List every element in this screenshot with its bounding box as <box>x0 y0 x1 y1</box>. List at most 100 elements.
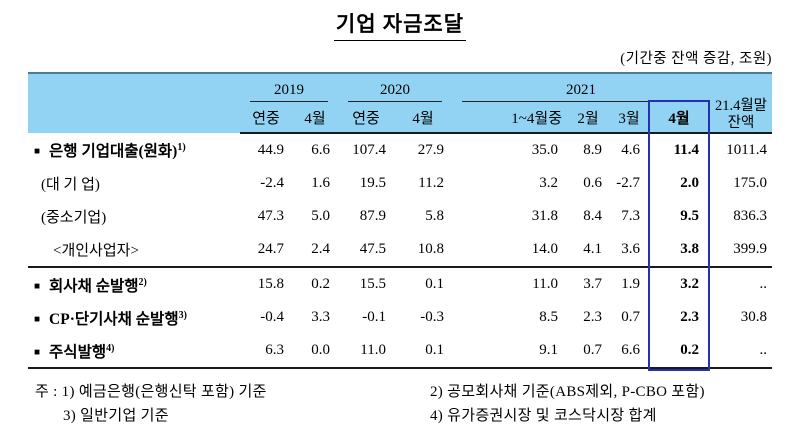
table-header: 2019 2020 2021 21.4월말 잔액 연중 4월 <box>28 72 772 134</box>
value-cell: 6.6 <box>311 142 330 158</box>
row-label-corporate-bonds: ■ 회사채 순발행2) <box>28 266 240 301</box>
value-cell: 14.0 <box>531 241 558 257</box>
value-cell-highlighted: 3.8 <box>680 241 699 257</box>
value-cell: 0.6 <box>583 175 602 191</box>
value-cell: 47.3 <box>257 208 284 224</box>
value-cell: 27.9 <box>417 142 444 158</box>
table-row-cp-short-term: ■ CP·단기사채 순발행3) -0.4 3.3 -0.1 -0.3 8.5 2.… <box>28 301 772 334</box>
value-cell: 19.5 <box>359 175 386 191</box>
footnotes: 주 : 1) 예금은행(은행신탁 포함) 기준 2) 공모회사채 기준(ABS제… <box>35 380 772 425</box>
value-cell: 87.9 <box>359 208 386 224</box>
value-cell: 44.9 <box>257 142 284 158</box>
value-cell: 4.1 <box>583 241 602 257</box>
value-cell-highlighted: 3.2 <box>648 266 710 301</box>
square-bullet-icon: ■ <box>34 146 41 157</box>
value-cell: 15.8 <box>240 266 292 301</box>
table-body: ■ 은행 기업대출(원화)1) 44.9 6.6 107.4 27.9 35.0 … <box>28 133 772 369</box>
value-cell: -0.4 <box>260 309 284 325</box>
value-cell: 5.8 <box>425 208 444 224</box>
balance-cell: .. <box>710 266 772 301</box>
footnote-2: 2) 공모회사채 기준(ABS제외, P-CBO 포함) <box>430 384 705 400</box>
value-cell: 3.2 <box>539 175 558 191</box>
row-label-text: 은행 기업대출(원화) <box>49 143 178 160</box>
value-cell: 0.1 <box>394 266 452 301</box>
unit-note: (기간중 잔액 증감, 조원) <box>620 51 772 67</box>
table-row-bank-loans: ■ 은행 기업대출(원화)1) 44.9 6.6 107.4 27.9 35.0 … <box>28 133 772 167</box>
row-label-cp-short-term: ■ CP·단기사채 순발행3) <box>28 301 240 334</box>
value-cell: -0.3 <box>420 309 444 325</box>
row-label-text: CP·단기사채 순발행 <box>49 310 179 328</box>
value-cell: 3.6 <box>621 241 640 257</box>
header-corner-cell <box>28 72 240 133</box>
value-cell: 31.8 <box>531 208 558 224</box>
table-row-equity-issuance: ■ 주식발행4) 6.3 0.0 11.0 0.1 9.1 0.7 6.6 0.2… <box>28 334 772 369</box>
value-cell: 0.2 <box>292 266 338 301</box>
value-cell: 9.1 <box>452 334 566 369</box>
footnote-ref-1: 1) <box>177 141 186 153</box>
table-row-sme: (중소기업) 47.3 5.0 87.9 5.8 31.8 8.4 7.3 9.… <box>28 200 772 233</box>
header-2021-jan-apr: 1~4월중 <box>452 102 566 134</box>
balance-cell: 30.8 <box>740 309 767 325</box>
value-cell: -2.7 <box>616 175 640 191</box>
header-group-2021-label: 2021 <box>462 82 700 102</box>
value-cell: 4.6 <box>621 142 640 158</box>
value-cell-highlighted: 0.2 <box>648 334 710 369</box>
value-cell: 5.0 <box>311 208 330 224</box>
balance-cell: 836.3 <box>733 208 767 224</box>
header-group-row: 2019 2020 2021 21.4월말 잔액 <box>28 72 772 134</box>
square-bullet-icon: ■ <box>34 313 41 325</box>
footnote-3: 3) 일반기업 기준 <box>63 408 169 424</box>
header-2021-mar: 3월 <box>610 102 648 134</box>
row-label-text: 주식발행 <box>49 343 107 361</box>
row-label-sme: (중소기업) <box>28 200 240 233</box>
value-cell-highlighted: 2.0 <box>680 175 699 191</box>
header-2019-yearly: 연중 <box>240 102 292 134</box>
footnote-4: 4) 유가증권시장 및 코스닥시장 합계 <box>430 408 657 424</box>
footnote-ref-4: 4) <box>106 342 115 354</box>
value-cell: 1.6 <box>311 175 330 191</box>
value-cell: 3.7 <box>566 266 610 301</box>
value-cell: 0.1 <box>394 334 452 369</box>
row-label-large-firms: (대 기 업) <box>28 167 240 200</box>
row-label-equity-issuance: ■ 주식발행4) <box>28 334 240 369</box>
page-title: 기업 자금조달 <box>0 8 800 41</box>
header-group-2019: 2019 <box>240 72 338 102</box>
row-label-text: (대 기 업) <box>41 177 100 193</box>
value-cell: 6.3 <box>240 334 292 369</box>
financing-table: 2019 2020 2021 21.4월말 잔액 연중 4월 <box>28 72 772 369</box>
balance-cell: 175.0 <box>733 175 767 191</box>
header-2021-feb: 2월 <box>566 102 610 134</box>
header-2021-apr-highlighted: 4월 <box>648 102 710 134</box>
header-2020-april: 4월 <box>394 102 452 134</box>
header-balance-line1: 21.4월말 <box>714 98 768 114</box>
row-label-bank-loans: ■ 은행 기업대출(원화)1) <box>28 133 240 167</box>
value-cell: 2.3 <box>583 309 602 325</box>
balance-cell: 1011.4 <box>726 142 767 158</box>
table-row-corporate-bonds: ■ 회사채 순발행2) 15.8 0.2 15.5 0.1 11.0 3.7 1.… <box>28 266 772 301</box>
balance-cell: 399.9 <box>733 241 767 257</box>
value-cell: 11.0 <box>338 334 394 369</box>
footnote-ref-3: 3) <box>178 309 187 321</box>
footnote-1: 주 : 1) 예금은행(은행신탁 포함) 기준 <box>35 384 267 400</box>
value-cell: 2.4 <box>311 241 330 257</box>
header-group-2020: 2020 <box>338 72 452 102</box>
balance-cell: .. <box>710 334 772 369</box>
table-row-sole-proprietors: <개인사업자> 24.7 2.4 47.5 10.8 14.0 4.1 3.6 … <box>28 233 772 267</box>
header-group-2021: 2021 <box>452 72 710 102</box>
value-cell: 24.7 <box>257 241 284 257</box>
header-balance-line2: 잔액 <box>727 115 755 131</box>
value-cell-highlighted: 11.4 <box>673 142 699 158</box>
value-cell: 0.7 <box>566 334 610 369</box>
value-cell: 0.7 <box>621 309 640 325</box>
value-cell-highlighted: 9.5 <box>680 208 699 224</box>
value-cell: 6.6 <box>610 334 648 369</box>
value-cell-highlighted: 2.3 <box>680 309 699 325</box>
header-group-2020-label: 2020 <box>348 82 442 102</box>
value-cell: -2.4 <box>260 175 284 191</box>
value-cell: 0.0 <box>292 334 338 369</box>
value-cell: 15.5 <box>338 266 394 301</box>
header-2020-yearly: 연중 <box>338 102 394 134</box>
square-bullet-icon: ■ <box>34 346 41 358</box>
value-cell: -0.1 <box>362 309 386 325</box>
